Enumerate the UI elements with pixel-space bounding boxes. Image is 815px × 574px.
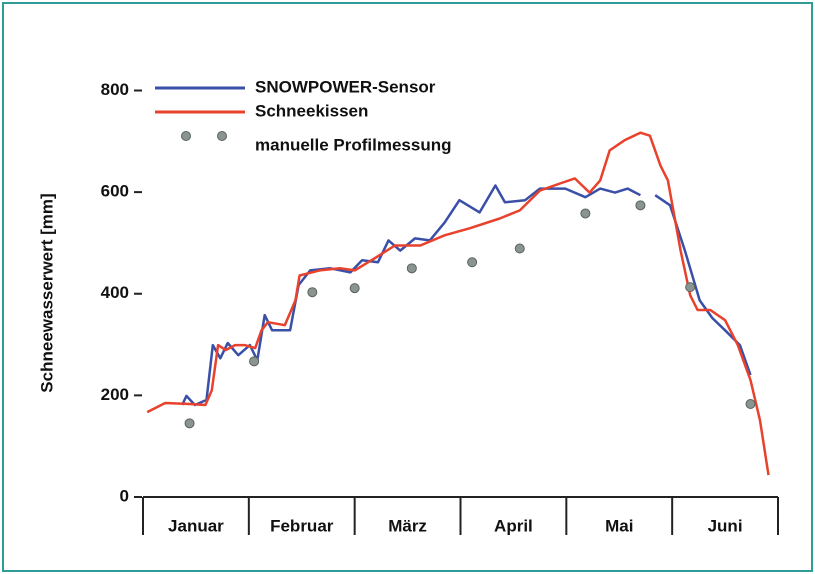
legend-label: Schneekissen xyxy=(255,101,368,120)
data-point xyxy=(467,257,478,268)
x-tick-label: Februar xyxy=(270,516,334,535)
y-tick-label: 0 xyxy=(120,486,129,505)
y-tick-label: 400 xyxy=(101,283,129,302)
data-point xyxy=(184,418,195,429)
data-point xyxy=(635,200,646,211)
data-point xyxy=(580,208,591,219)
legend-marker xyxy=(217,131,227,141)
data-line xyxy=(146,131,770,476)
x-tick-label: April xyxy=(494,516,533,535)
x-tick-label: Mai xyxy=(605,516,633,535)
legend-marker xyxy=(181,131,191,141)
legend-label: SNOWPOWER-Sensor xyxy=(255,77,436,96)
y-tick-label: 800 xyxy=(101,80,129,99)
data-point xyxy=(307,287,318,298)
x-tick-label: Juni xyxy=(708,516,743,535)
x-tick-label: März xyxy=(388,516,427,535)
data-point xyxy=(745,399,756,410)
data-point xyxy=(685,282,696,293)
y-axis-label: Schneewasserwert [mm] xyxy=(37,193,56,392)
data-point xyxy=(249,356,260,367)
y-tick-label: 600 xyxy=(101,182,129,201)
legend-label: manuelle Profilmessung xyxy=(255,135,452,154)
data-point xyxy=(406,263,417,274)
data-point xyxy=(349,283,360,294)
x-tick-label: Januar xyxy=(168,516,224,535)
y-tick-label: 200 xyxy=(101,385,129,404)
data-point xyxy=(514,243,525,254)
